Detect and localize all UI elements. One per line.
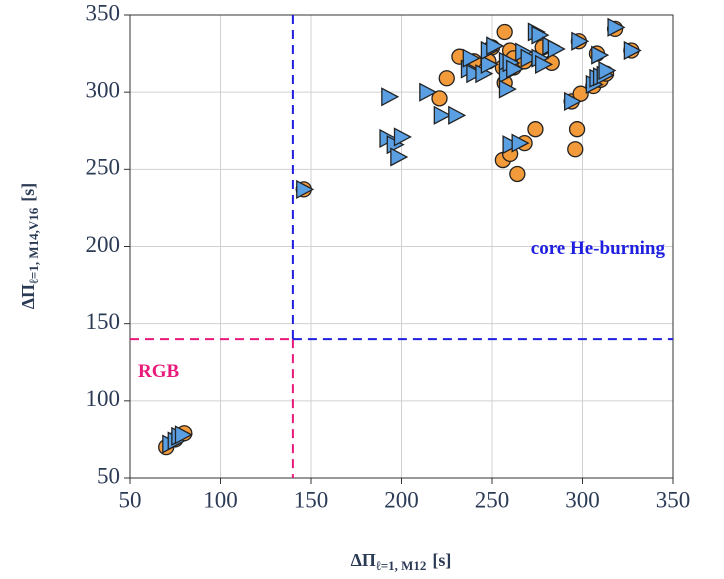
x-tick-label: 250 (475, 487, 510, 512)
x-label-unit: [s] (432, 550, 451, 570)
point (591, 45, 610, 65)
point (520, 48, 539, 68)
x-tick-label: 150 (294, 487, 329, 512)
point (480, 54, 499, 74)
point (567, 141, 584, 158)
point (438, 70, 455, 87)
point (466, 64, 485, 84)
x-axis-label: ΔΠℓ=1, M12 [s] (351, 550, 452, 573)
x-tick-label: 350 (656, 487, 691, 512)
point (486, 36, 505, 56)
y-tick-label: 300 (86, 77, 121, 102)
y-tick-label: 100 (86, 386, 121, 411)
point (535, 54, 554, 74)
point (598, 60, 617, 81)
point (511, 133, 530, 153)
point (419, 82, 438, 102)
x-tick-label: 300 (565, 487, 600, 512)
y-tick-label: 350 (86, 0, 121, 25)
point (431, 90, 448, 107)
point (174, 425, 193, 445)
x-tick-label: 100 (203, 487, 238, 512)
point (623, 40, 642, 61)
y-axis-label: ΔΠℓ=1, M14,V16 [s] (18, 183, 41, 310)
point (563, 91, 583, 112)
y-tick-label: 150 (86, 309, 121, 334)
point (390, 147, 409, 167)
y-label-unit: [s] (18, 183, 38, 202)
y-tick-label: 250 (86, 155, 121, 180)
point (448, 105, 467, 125)
x-tick-label: 200 (384, 487, 419, 512)
point (527, 121, 544, 138)
point (506, 59, 525, 79)
point (433, 105, 452, 125)
y-label-sub: ℓ=1, M14,V16 (26, 207, 41, 285)
point (547, 39, 566, 59)
plot-frame (129, 14, 674, 479)
point (296, 179, 315, 199)
region-label: RGB (138, 361, 180, 382)
x-tick-label: 50 (119, 487, 142, 512)
point (498, 79, 517, 99)
point (568, 121, 586, 138)
point (607, 17, 626, 37)
point (462, 48, 481, 68)
point (502, 135, 521, 155)
point (531, 25, 550, 45)
point (393, 127, 412, 147)
x-label-sub: ℓ=1, M12 (375, 558, 427, 573)
y-label-main: ΔΠ (18, 284, 38, 309)
y-tick-label: 200 (86, 232, 121, 257)
point (509, 165, 526, 183)
x-label-main: ΔΠ (351, 550, 376, 570)
region-label: core He-burning (531, 238, 666, 259)
y-tick-label: 50 (97, 463, 120, 488)
point (571, 31, 590, 51)
point (381, 87, 400, 107)
point (496, 23, 513, 41)
